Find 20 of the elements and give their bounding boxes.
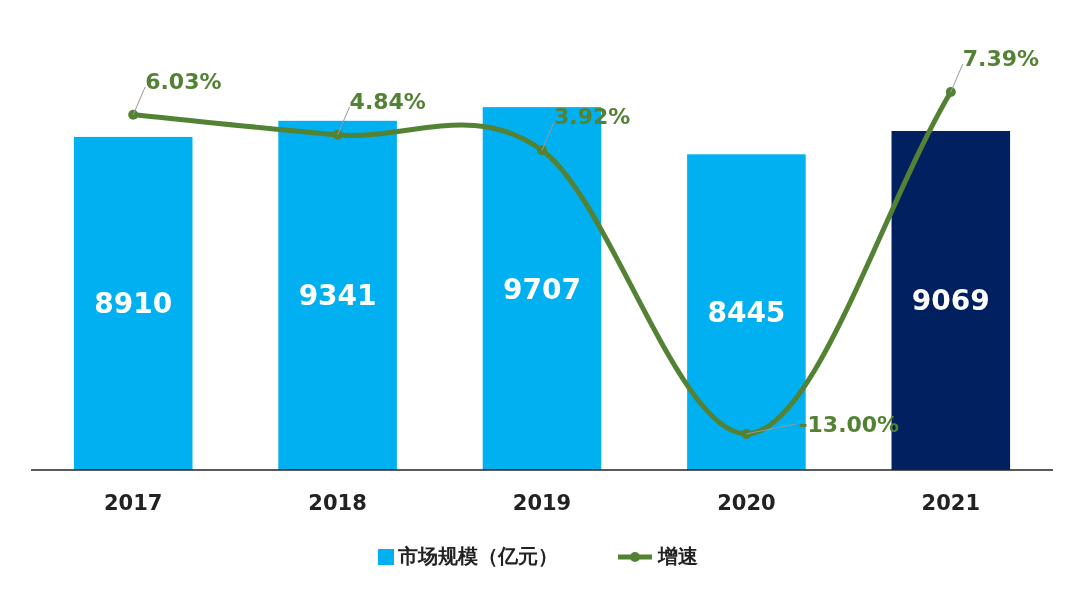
data-label: 7.39% bbox=[962, 46, 1040, 72]
x-tick-label: 2019 bbox=[512, 491, 572, 515]
bar bbox=[278, 120, 397, 470]
x-tick-label: 2020 bbox=[717, 491, 776, 515]
legend-label: 市场规模（亿元） bbox=[397, 544, 558, 568]
data-label: 8445 bbox=[707, 296, 786, 330]
point bbox=[128, 109, 139, 120]
x-tick-label: 2017 bbox=[103, 491, 163, 515]
x-tick-label: 2018 bbox=[308, 491, 367, 515]
data-label: 9707 bbox=[503, 272, 581, 306]
data-label: 9069 bbox=[911, 284, 990, 318]
point bbox=[537, 145, 547, 156]
data-label: 8910 bbox=[94, 287, 173, 321]
data-label: 6.03% bbox=[145, 68, 222, 94]
x-tick-label: 2021 bbox=[921, 491, 981, 515]
data-label: 9341 bbox=[298, 279, 377, 313]
point bbox=[741, 428, 752, 439]
bar bbox=[73, 136, 193, 470]
legend-label: 增速 bbox=[657, 544, 698, 568]
data-label: 4.84% bbox=[349, 88, 426, 114]
